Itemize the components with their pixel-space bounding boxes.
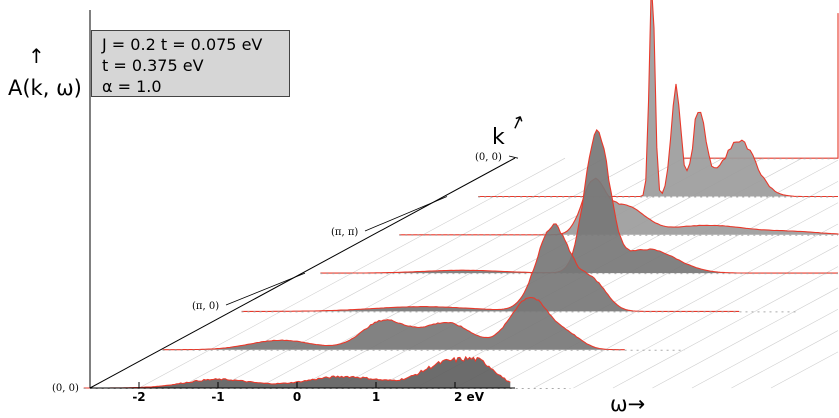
param-line-1: J = 0.2 t = 0.075 eV — [102, 35, 263, 54]
spectrum-curve — [683, 13, 839, 159]
omega-axis-label: ω→ — [610, 392, 646, 416]
spectrum-curve — [478, 0, 838, 198]
k-axis-label: k — [492, 125, 505, 150]
spectrum-curve — [399, 177, 839, 236]
spectrum-fill — [162, 297, 625, 350]
axes — [89, 10, 516, 389]
y-arrow-icon: ↑ — [28, 44, 45, 68]
k-point-tick — [225, 272, 306, 306]
depth-gridline — [612, 266, 839, 389]
spectrum-fill — [683, 13, 838, 159]
param-line-3: α = 1.0 — [102, 77, 162, 96]
x-tick-label: 1 — [371, 390, 381, 404]
k-point-label: (0, 0) — [475, 152, 502, 163]
param-line-2: t = 0.375 eV — [102, 56, 204, 75]
k-point-tick — [508, 155, 519, 159]
k-axis — [89, 157, 516, 389]
depth-gridline — [454, 181, 839, 389]
y-axis-label: A(k, ω) — [8, 76, 82, 100]
depth-gridline — [533, 223, 839, 389]
k-point-label: (0, 0) — [52, 383, 79, 394]
k-point-tick — [364, 196, 448, 232]
spectrum-curve — [83, 355, 511, 389]
spectrum-fill — [320, 129, 838, 274]
depth-gridline — [731, 330, 839, 389]
x-tick-label: 0 — [292, 390, 302, 404]
x-tick-label: -2 — [132, 390, 146, 404]
x-ticks — [138, 382, 456, 388]
depth-gridline — [770, 351, 839, 389]
depth-gridline — [652, 287, 839, 389]
spectrum-fill — [399, 178, 838, 235]
depth-gridline — [573, 245, 839, 389]
depth-gridline — [691, 308, 839, 389]
spectrum-curve — [162, 296, 625, 351]
k-point-label: (π, 0) — [192, 301, 219, 312]
x-tick-label: -1 — [211, 390, 225, 404]
spectrum-fill — [83, 356, 511, 388]
x-tick-label: 2 eV — [454, 390, 484, 404]
k-point-labels: (0, 0) (π, 0) (π, π) (0, 0) — [52, 152, 519, 394]
spectra-layer — [83, 0, 839, 389]
k-point-label: (π, π) — [331, 227, 358, 238]
parameter-box: J = 0.2 t = 0.075 eV t = 0.375 eV α = 1.… — [91, 30, 290, 97]
